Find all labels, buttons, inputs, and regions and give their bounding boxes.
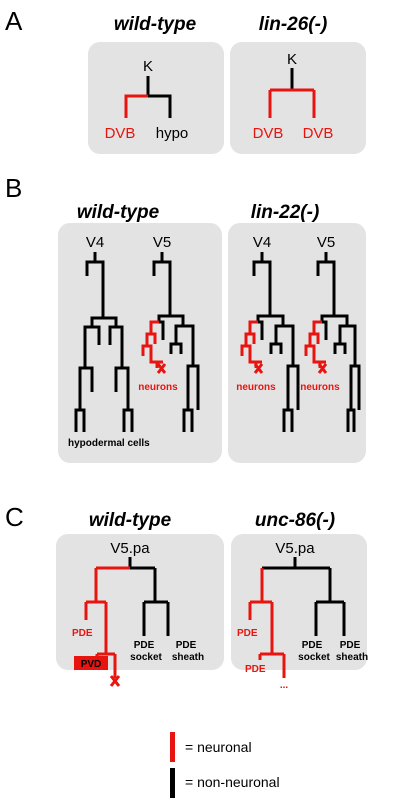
legend-non-neuronal-swatch	[170, 768, 175, 798]
node-v5pa: V5.pa	[110, 540, 150, 557]
panel-a-wild-type-box	[88, 42, 224, 154]
panel-b-wild-type-v5-tree: V5 neurons	[138, 234, 200, 432]
node-dvb-left: DVB	[253, 125, 284, 142]
pde-socket-label-2: socket	[298, 652, 330, 663]
node-k: K	[143, 58, 153, 75]
pde-label-bottom: PDE	[245, 664, 266, 675]
hypodermal-cells-label: hypodermal cells	[68, 438, 150, 449]
pde-sheath-label-2: sheath	[172, 652, 204, 663]
pvd-label: PVD	[81, 659, 102, 670]
node-v4: V4	[253, 234, 271, 251]
node-v5: V5	[153, 234, 171, 251]
neurons-label: neurons	[138, 382, 178, 393]
node-v4: V4	[86, 234, 104, 251]
node-v5: V5	[317, 234, 335, 251]
panel-c-label: C	[5, 502, 24, 532]
pde-label-top: PDE	[237, 628, 258, 639]
panel-b-mutant-v5-tree: V5 neurons	[300, 234, 361, 432]
pde-sheath-label-1: PDE	[176, 640, 197, 651]
panel-a-wild-type-tree: K DVB hypo	[105, 58, 189, 142]
node-k: K	[287, 51, 297, 68]
panel-c-wild-type-title: wild-type	[89, 510, 172, 531]
pde-socket-label-1: PDE	[302, 640, 323, 651]
panel-a-mutant-title: lin-26(-)	[259, 14, 328, 35]
node-v5pa: V5.pa	[275, 540, 315, 557]
panel-a-mutant-box	[230, 42, 366, 154]
pde-sheath-label-2: sheath	[336, 652, 368, 663]
panel-b-wild-type-box	[58, 223, 222, 463]
legend-neuronal-label: = neuronal	[185, 739, 252, 755]
node-hypo: hypo	[156, 125, 189, 142]
legend-non-neuronal-label: = non-neuronal	[185, 774, 280, 790]
node-dvb-right: DVB	[303, 125, 334, 142]
ellipsis-label: ...	[280, 680, 289, 691]
neurons-label-right: neurons	[300, 382, 340, 393]
panel-a-label: A	[5, 6, 23, 36]
panel-b-mutant-title: lin-22(-)	[251, 202, 320, 223]
pde-socket-label-2: socket	[130, 652, 162, 663]
panel-a-mutant-tree: K DVB DVB	[253, 51, 334, 142]
pde-label: PDE	[72, 628, 93, 639]
panel-c-mutant-title: unc-86(-)	[255, 510, 335, 531]
panel-a-wild-type-title: wild-type	[114, 14, 197, 35]
legend: = neuronal = non-neuronal	[170, 732, 280, 798]
panel-b-mutant-box	[228, 223, 366, 463]
pvd-box	[74, 656, 108, 670]
pde-sheath-label-1: PDE	[340, 640, 361, 651]
pde-socket-label-1: PDE	[134, 640, 155, 651]
panel-b-wild-type-title: wild-type	[77, 202, 160, 223]
panel-c-wild-type-tree: V5.pa PDE PVD PDE socket PDE sheath	[72, 540, 204, 687]
panel-b-mutant-v4-tree: V4 neurons	[236, 234, 300, 432]
panel-b-wild-type-v4-tree: V4	[74, 234, 134, 432]
panel-b-label: B	[5, 173, 22, 203]
neurons-label-left: neurons	[236, 382, 276, 393]
panel-c-mutant-tree: V5.pa PDE PDE ... PDE socket PDE sheath	[237, 540, 368, 691]
node-dvb: DVB	[105, 125, 136, 142]
legend-neuronal-swatch	[170, 732, 175, 762]
